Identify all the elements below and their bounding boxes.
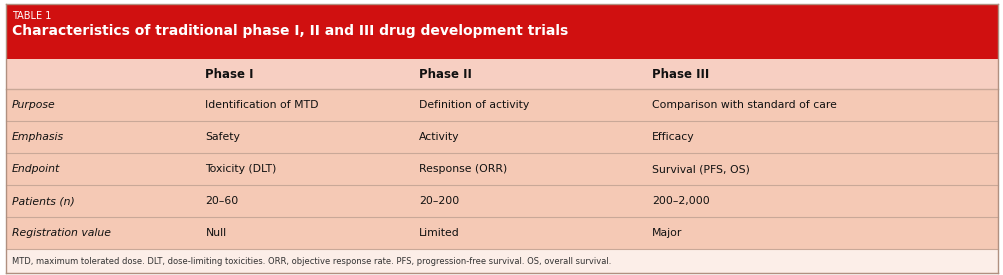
Text: Response (ORR): Response (ORR) [418,164,507,174]
Bar [6,185,997,217]
Bar [6,217,997,249]
Bar [6,4,997,59]
Text: Efficacy: Efficacy [651,132,694,142]
Text: Survival (PFS, OS): Survival (PFS, OS) [651,164,749,174]
Text: Activity: Activity [418,132,458,142]
Bar [6,153,997,185]
Text: Comparison with standard of care: Comparison with standard of care [651,100,835,110]
Text: Identification of MTD: Identification of MTD [206,100,319,110]
Text: Endpoint: Endpoint [12,164,60,174]
Text: 20–60: 20–60 [206,196,239,206]
Bar [6,89,997,121]
Text: Emphasis: Emphasis [12,132,64,142]
Text: Phase III: Phase III [651,67,708,81]
Bar [6,121,997,153]
Text: Registration value: Registration value [12,228,111,238]
Text: Characteristics of traditional phase I, II and III drug development trials: Characteristics of traditional phase I, … [12,24,568,38]
Text: MTD, maximum tolerated dose. DLT, dose-limiting toxicities. ORR, objective respo: MTD, maximum tolerated dose. DLT, dose-l… [12,257,611,265]
Text: Patients (n): Patients (n) [12,196,74,206]
Text: Safety: Safety [206,132,240,142]
Text: TABLE 1: TABLE 1 [12,11,51,21]
Text: Null: Null [206,228,227,238]
Text: Phase II: Phase II [418,67,471,81]
Text: Toxicity (DLT): Toxicity (DLT) [206,164,277,174]
Text: Major: Major [651,228,681,238]
Text: 200–2,000: 200–2,000 [651,196,709,206]
Text: Purpose: Purpose [12,100,56,110]
Text: 20–200: 20–200 [418,196,458,206]
Bar [6,59,997,89]
Bar [6,249,997,273]
Text: Limited: Limited [418,228,459,238]
Text: Definition of activity: Definition of activity [418,100,529,110]
Text: Phase I: Phase I [206,67,254,81]
